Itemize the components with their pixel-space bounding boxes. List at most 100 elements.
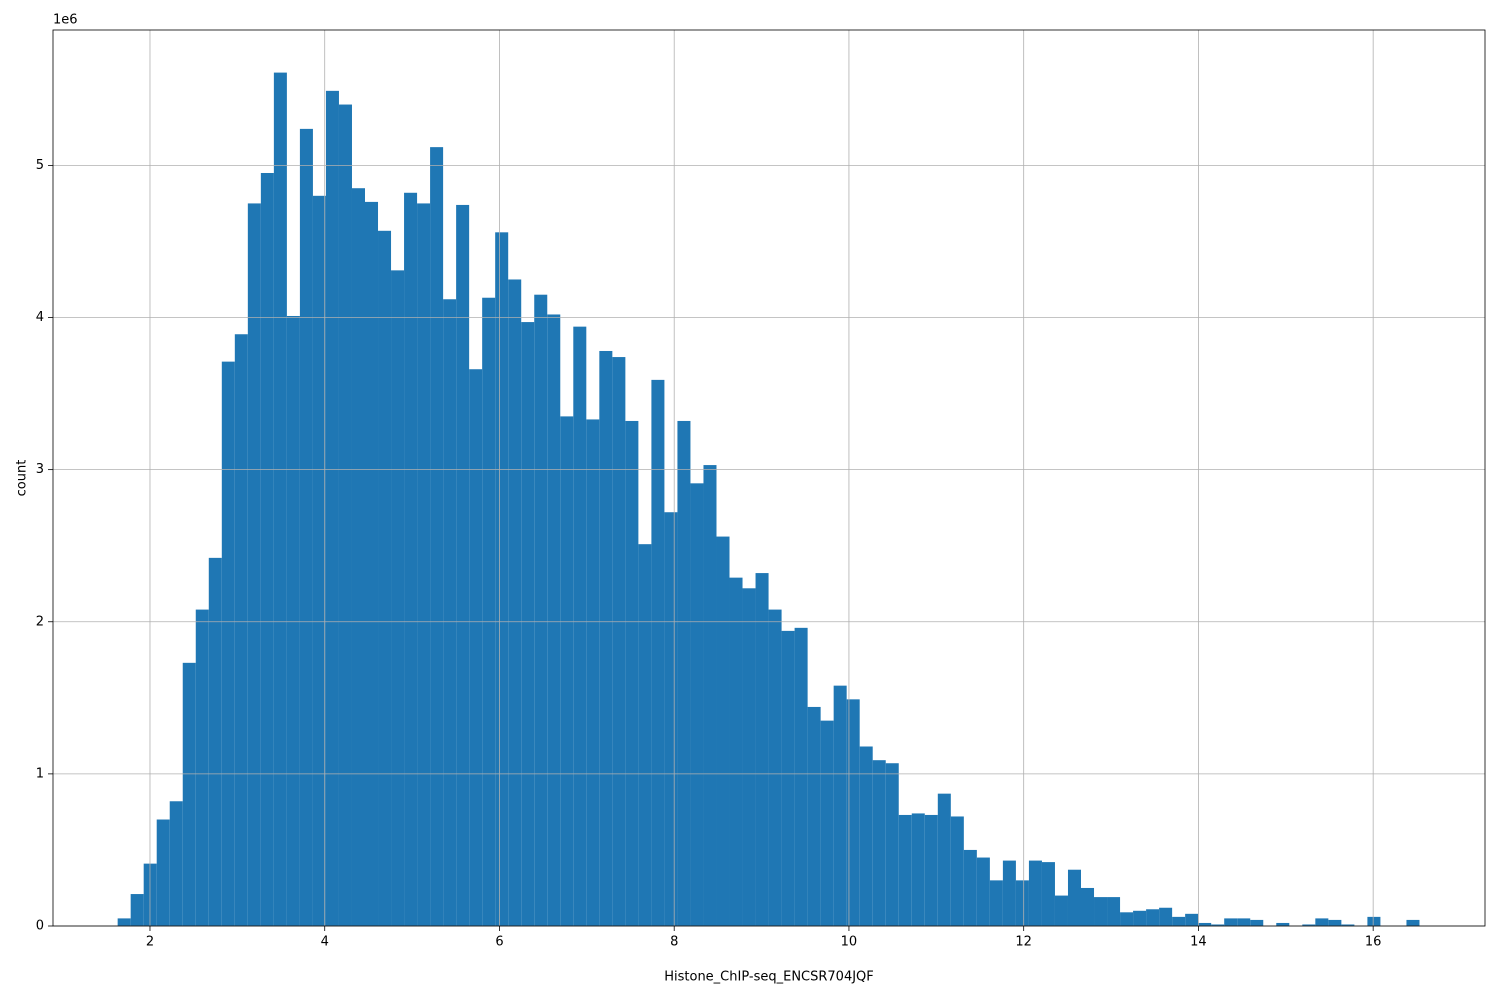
bar <box>677 420 691 926</box>
bar <box>1250 919 1264 926</box>
bar <box>404 192 418 926</box>
bar <box>1185 913 1199 926</box>
bar <box>742 588 756 926</box>
bar <box>156 819 170 926</box>
bar <box>1067 869 1081 926</box>
bar <box>1328 919 1342 926</box>
bar <box>547 314 561 926</box>
bar <box>312 195 326 927</box>
bar <box>768 609 782 926</box>
bar <box>456 204 470 927</box>
y-tick-label: 5 <box>36 158 44 173</box>
bar <box>885 763 899 926</box>
y-tick-label: 2 <box>36 614 44 629</box>
bar <box>950 816 964 926</box>
bar <box>1159 907 1173 926</box>
bar <box>1120 912 1134 926</box>
bar <box>599 350 613 927</box>
bar <box>1028 860 1042 926</box>
bar <box>534 294 548 926</box>
bar <box>1211 924 1225 926</box>
x-tick-label: 16 <box>1365 935 1382 950</box>
bar <box>130 894 144 926</box>
bar <box>755 573 769 926</box>
y-offset-label: 1e6 <box>53 13 78 28</box>
bar <box>937 793 951 926</box>
bar <box>560 416 574 926</box>
bar <box>859 746 873 926</box>
bar <box>1133 910 1147 926</box>
x-tick-label: 10 <box>841 935 858 950</box>
bar <box>508 279 522 926</box>
bar <box>716 536 730 926</box>
bar <box>495 232 509 927</box>
bar <box>729 577 743 926</box>
bar <box>1172 916 1186 926</box>
bar <box>443 299 457 927</box>
bar <box>1315 918 1329 926</box>
bar <box>1224 918 1238 926</box>
bar <box>1198 922 1212 926</box>
bar <box>833 685 847 926</box>
x-tick-label: 4 <box>321 935 329 950</box>
bar <box>260 172 274 927</box>
bar <box>195 609 209 926</box>
bar <box>1107 897 1121 926</box>
x-tick-label: 6 <box>495 935 503 950</box>
bar <box>286 315 300 926</box>
x-tick-label: 8 <box>670 935 678 950</box>
bar <box>846 699 860 926</box>
bar <box>1341 924 1355 926</box>
bar <box>1080 887 1095 926</box>
bar <box>794 627 808 926</box>
bars <box>117 72 1420 927</box>
bar <box>234 334 248 926</box>
bar <box>351 188 365 926</box>
bar <box>169 801 183 926</box>
bar <box>117 918 131 926</box>
bar <box>820 720 834 926</box>
bar <box>612 357 626 926</box>
bar <box>1406 919 1420 926</box>
bar <box>625 420 639 926</box>
bar <box>1237 918 1251 926</box>
bar <box>364 201 379 926</box>
bar <box>247 203 261 926</box>
bar <box>1146 909 1160 926</box>
bar <box>911 813 925 926</box>
bar <box>391 270 405 926</box>
bar <box>1015 880 1029 926</box>
bar <box>807 706 821 926</box>
bar <box>338 104 352 926</box>
bar <box>273 72 287 926</box>
y-tick-label: 1 <box>36 766 44 781</box>
bar <box>690 483 704 926</box>
bar <box>1367 916 1381 926</box>
bar <box>182 662 196 926</box>
y-axis-label: count <box>15 460 30 497</box>
bar <box>573 326 587 926</box>
x-tick-label: 12 <box>1015 935 1032 950</box>
bar <box>208 557 222 926</box>
bar <box>989 880 1003 926</box>
bar <box>872 760 886 926</box>
y-tick-label: 3 <box>36 462 44 477</box>
bar <box>898 814 912 926</box>
bar <box>781 630 795 926</box>
bar <box>1276 922 1290 926</box>
bar <box>221 361 235 927</box>
bar <box>482 297 496 927</box>
bar <box>378 230 392 926</box>
bar <box>638 544 652 926</box>
x-axis-label: Histone_ChIP-seq_ENCSR704JQF <box>664 970 874 985</box>
bar <box>469 369 483 926</box>
bar <box>976 857 990 926</box>
y-tick-label: 0 <box>36 919 44 934</box>
bar <box>430 147 444 926</box>
bar <box>651 379 665 926</box>
x-tick-label: 2 <box>146 935 154 950</box>
bar <box>1094 897 1108 926</box>
bar <box>1054 895 1068 926</box>
bar <box>417 203 431 926</box>
